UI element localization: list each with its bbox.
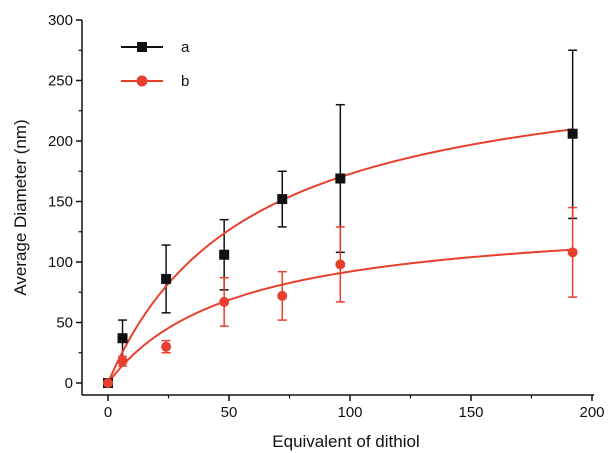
data-point-a <box>117 333 128 344</box>
data-point-a <box>219 249 230 260</box>
data-point-b <box>335 259 346 270</box>
legend-label-a: a <box>181 39 190 56</box>
data-point-a <box>277 194 288 205</box>
fit-curve-b <box>107 248 573 384</box>
y-tick-label: 50 <box>56 315 73 332</box>
data-point-b <box>117 356 128 367</box>
x-axis-title: Equivalent of dithiol <box>272 432 419 451</box>
x-tick-label: 0 <box>104 404 112 421</box>
y-axis-title: Average Diameter (nm) <box>11 119 30 295</box>
data-point-b <box>103 378 113 388</box>
data-point-b <box>219 296 230 307</box>
data-point-a <box>567 128 578 139</box>
data-point-b <box>277 290 288 301</box>
x-tick-label: 150 <box>458 404 483 421</box>
data-markers <box>103 128 578 388</box>
legend-marker-b <box>136 75 148 87</box>
ticks: 0 50 100 150 200 0 50 100 150 200 250 300 <box>48 12 605 421</box>
legend: ab <box>121 39 190 90</box>
data-point-a <box>335 173 346 184</box>
data-point-b <box>161 341 172 352</box>
data-point-b <box>567 247 578 258</box>
x-tick-label: 50 <box>221 404 238 421</box>
y-tick-label: 200 <box>48 133 73 150</box>
y-tick-label: 250 <box>48 73 73 90</box>
x-tick-label: 200 <box>579 404 604 421</box>
y-tick-label: 300 <box>48 12 73 29</box>
legend-label-b: b <box>181 73 189 90</box>
data-point-a <box>161 273 172 284</box>
y-tick-label: 0 <box>65 375 73 392</box>
legend-marker-a <box>137 42 147 52</box>
y-tick-label: 100 <box>48 254 73 271</box>
x-tick-label: 100 <box>337 404 362 421</box>
axes <box>81 20 594 396</box>
y-tick-label: 150 <box>48 194 73 211</box>
